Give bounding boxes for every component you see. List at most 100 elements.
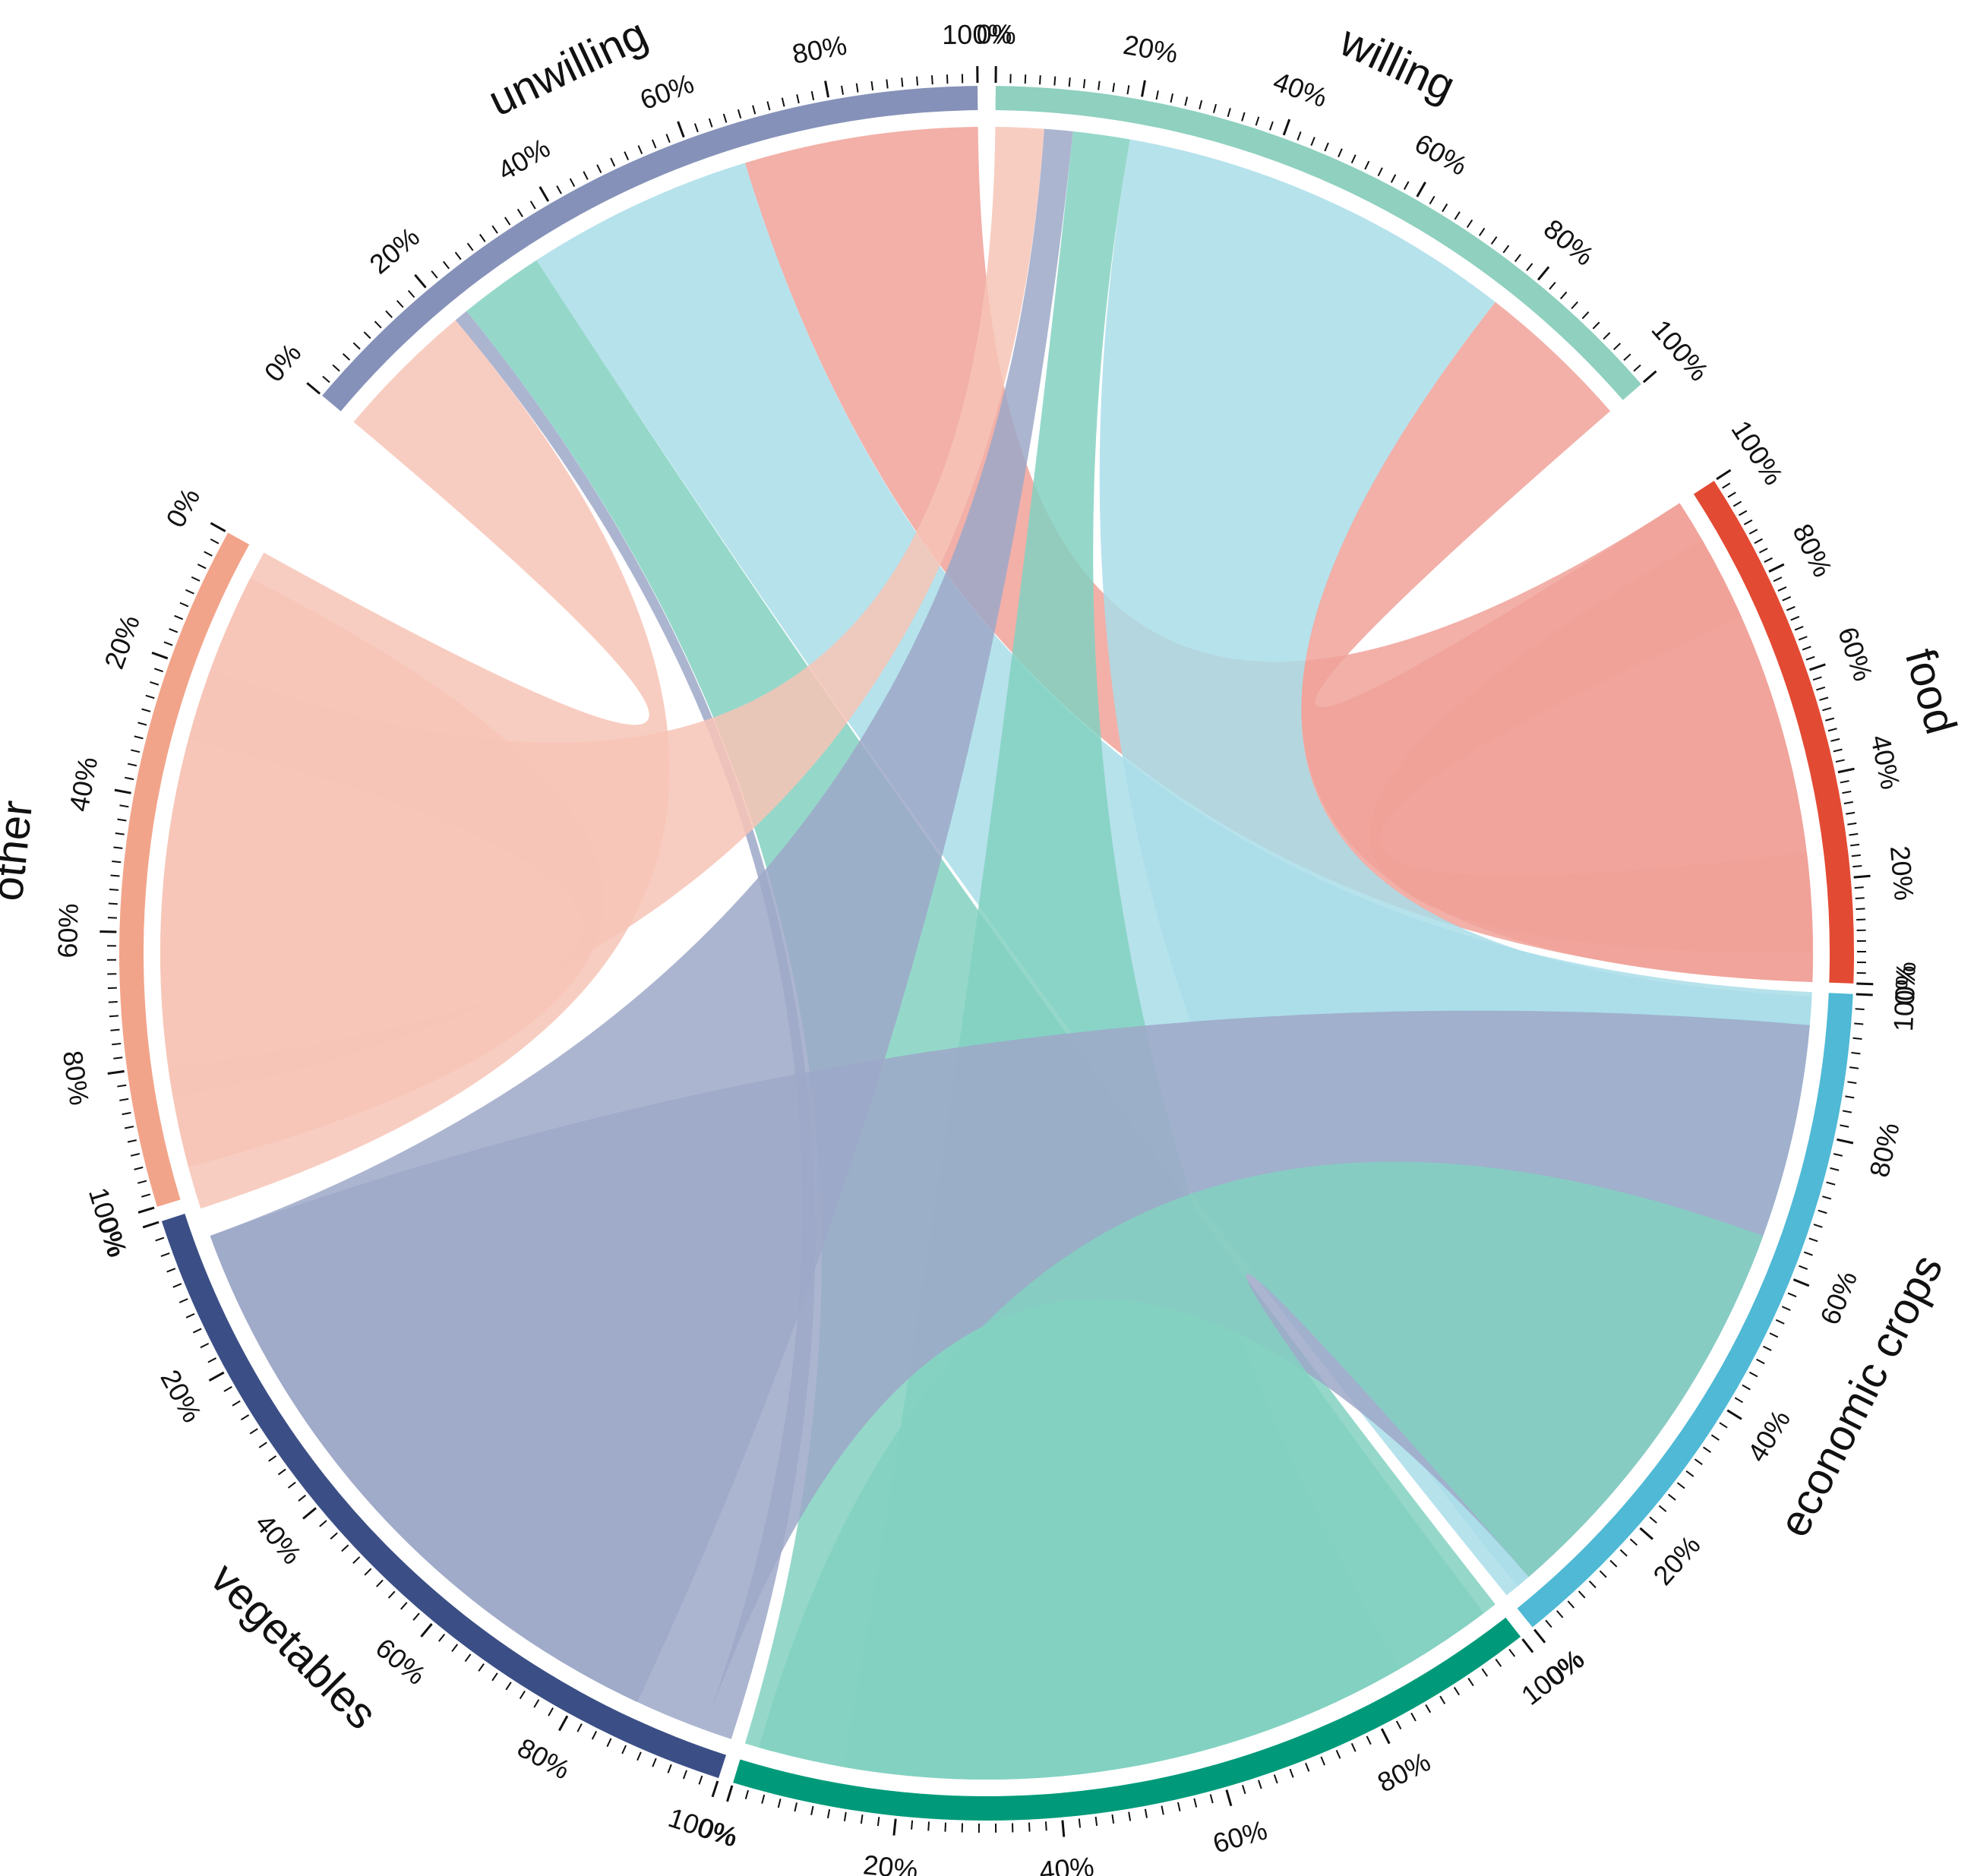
tick-mark	[122, 1112, 131, 1116]
tick-mark	[726, 1785, 734, 1802]
tick-mark	[1792, 1278, 1810, 1287]
tick-mark	[1798, 636, 1808, 641]
tick-mark	[744, 1789, 750, 1799]
tick-mark	[1722, 482, 1731, 489]
tick-mark	[1658, 1505, 1667, 1512]
tick-mark	[277, 1468, 286, 1476]
tick-mark	[810, 1805, 814, 1815]
tick-mark	[1642, 370, 1657, 384]
tick-mark	[185, 589, 194, 595]
tick-mark	[491, 1672, 498, 1682]
tick-mark	[1141, 80, 1146, 97]
tick-mark	[1212, 103, 1218, 113]
tick-mark	[1822, 1195, 1832, 1200]
tick-mark	[1082, 79, 1086, 89]
tick-mark	[1822, 706, 1832, 712]
tick-mark	[556, 185, 562, 194]
tick-mark	[1775, 1319, 1785, 1325]
tick-mark	[824, 81, 830, 98]
tick-mark	[160, 1252, 170, 1258]
tick-label: 0%	[258, 337, 308, 387]
tick-mark	[1743, 519, 1753, 526]
tick-mark	[1726, 1409, 1742, 1420]
tick-mark	[533, 1699, 540, 1708]
tick-mark	[794, 1802, 797, 1812]
tick-mark	[1816, 686, 1826, 691]
tick-mark	[1802, 646, 1811, 651]
tick-label: 40%	[1038, 1851, 1095, 1876]
tick-mark	[1613, 343, 1622, 351]
tick-mark	[1852, 1037, 1862, 1040]
tick-mark	[1024, 74, 1027, 84]
tick-mark	[1847, 1081, 1857, 1085]
tick-mark	[781, 97, 785, 107]
tick-mark	[1320, 1756, 1325, 1766]
tick-mark	[1842, 791, 1852, 794]
tick-mark	[711, 1780, 719, 1798]
tick-mark	[1825, 717, 1835, 722]
tick-mark	[364, 1568, 372, 1576]
tick-mark	[145, 694, 155, 700]
tick-mark	[1633, 364, 1641, 372]
tick-mark	[1571, 301, 1578, 310]
tick-mark	[1490, 236, 1498, 245]
tick-mark	[479, 233, 486, 242]
tick-mark	[352, 342, 361, 350]
tick-mark	[1098, 81, 1101, 90]
tick-mark	[1754, 538, 1763, 545]
tick-mark	[1758, 548, 1768, 554]
tick-mark	[636, 1751, 642, 1761]
tick-mark	[1732, 501, 1742, 507]
tick-mark	[1193, 1798, 1198, 1808]
tick-mark	[1053, 76, 1056, 86]
tick-mark	[1849, 832, 1859, 836]
tick-mark	[1454, 211, 1461, 220]
tick-mark	[1380, 1728, 1391, 1745]
tick-label: 80%	[513, 1732, 576, 1786]
tick-mark	[1790, 615, 1800, 621]
tick-mark	[153, 668, 163, 673]
tick-label: 80%	[57, 1049, 95, 1107]
tick-mark	[240, 1414, 250, 1421]
tick-mark	[1819, 696, 1829, 701]
ribbon-food-to-food	[1369, 540, 1813, 953]
tick-mark	[438, 1633, 446, 1642]
tick-mark	[516, 208, 523, 217]
tick-mark	[596, 164, 602, 173]
tick-mark	[1177, 1802, 1181, 1811]
tick-mark	[892, 1818, 897, 1836]
tick-label: 60%	[370, 1632, 432, 1691]
tick-mark	[1273, 1774, 1278, 1784]
tick-mark	[1514, 254, 1521, 263]
tick-mark	[1410, 1712, 1417, 1722]
tick-mark	[185, 1312, 195, 1319]
tick-mark	[1781, 1306, 1791, 1312]
tick-mark	[1078, 1818, 1082, 1828]
tick-mark	[1533, 1628, 1546, 1644]
tick-mark	[1748, 1371, 1758, 1378]
tick-mark	[137, 1180, 147, 1184]
tick-mark	[208, 1371, 225, 1382]
tick-mark	[1599, 1570, 1607, 1578]
ribbons-layer	[160, 127, 1813, 1780]
tick-mark	[200, 1342, 210, 1349]
tick-mark	[1830, 1167, 1840, 1171]
tick-mark	[1702, 1446, 1712, 1454]
tick-mark	[1639, 1527, 1653, 1540]
tick-mark	[1768, 563, 1785, 573]
tick-mark	[131, 749, 141, 753]
tick-mark	[192, 1328, 202, 1334]
tick-mark	[576, 1723, 583, 1732]
tick-mark	[1629, 1538, 1638, 1546]
tick-mark	[682, 1770, 687, 1780]
tick-mark	[319, 1520, 327, 1527]
tick-mark	[1787, 1292, 1797, 1298]
tick-mark	[127, 1139, 137, 1143]
tick-mark	[583, 171, 589, 180]
tick-mark	[1495, 1658, 1502, 1667]
tick-mark	[113, 846, 123, 849]
tick-mark	[210, 538, 220, 545]
tick-mark	[1184, 96, 1189, 106]
tick-mark	[1710, 1434, 1720, 1441]
tick-label: 20%	[154, 1364, 208, 1427]
